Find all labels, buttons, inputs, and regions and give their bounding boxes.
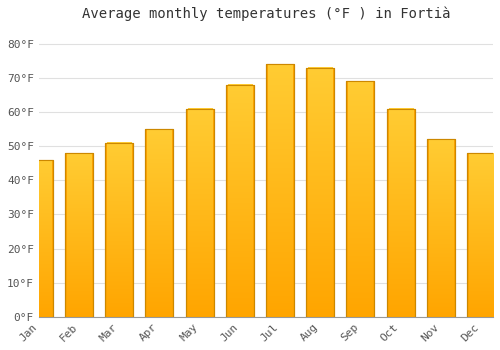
Bar [105, 143, 134, 317]
Bar [24, 160, 53, 317]
Bar [467, 153, 495, 317]
Bar [346, 81, 374, 317]
Bar [346, 81, 374, 317]
Bar [146, 129, 174, 317]
Bar [65, 153, 93, 317]
Bar [386, 108, 414, 317]
Bar [426, 139, 455, 317]
Bar [24, 160, 53, 317]
Bar [105, 143, 134, 317]
Bar [266, 64, 294, 317]
Bar [146, 129, 174, 317]
Bar [306, 68, 334, 317]
Bar [386, 108, 414, 317]
Bar [65, 153, 93, 317]
Bar [226, 85, 254, 317]
Bar [186, 108, 214, 317]
Bar [467, 153, 495, 317]
Bar [226, 85, 254, 317]
Bar [266, 64, 294, 317]
Bar [186, 108, 214, 317]
Title: Average monthly temperatures (°F ) in Fortià: Average monthly temperatures (°F ) in Fo… [82, 7, 450, 21]
Bar [426, 139, 455, 317]
Bar [306, 68, 334, 317]
